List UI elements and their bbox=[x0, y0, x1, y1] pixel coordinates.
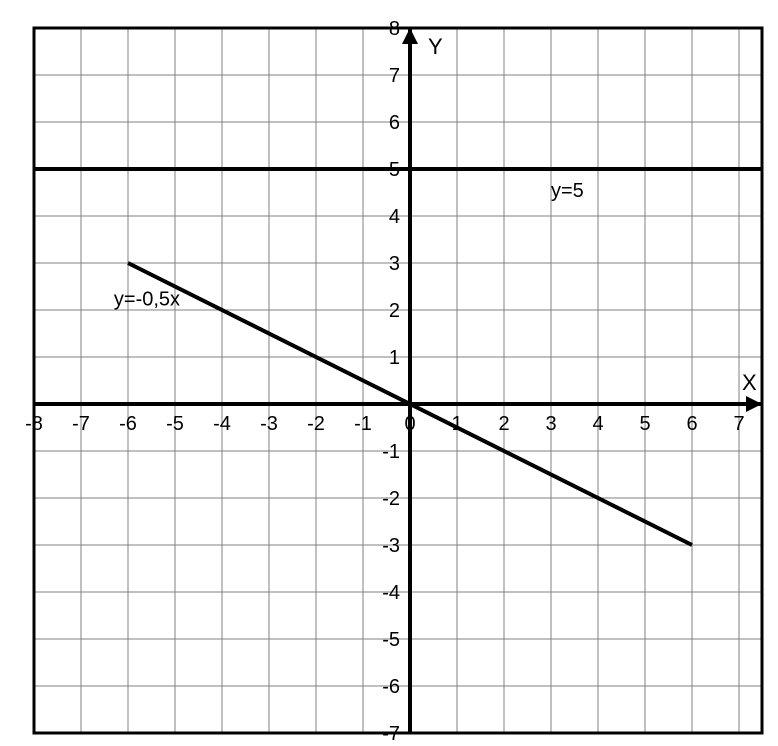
x-axis-arrow-icon bbox=[746, 396, 762, 412]
x-tick-label: -1 bbox=[354, 413, 372, 435]
x-tick-label: 7 bbox=[733, 413, 744, 435]
x-tick-label: -5 bbox=[166, 413, 184, 435]
x-tick-label: 5 bbox=[639, 413, 650, 435]
y-tick-label: -7 bbox=[382, 723, 400, 745]
y-tick-label: 6 bbox=[389, 112, 400, 134]
y-tick-label: -1 bbox=[382, 441, 400, 463]
chart-svg: y=5y=-0,5x-8-7-6-5-4-3-2-101234567-7-6-5… bbox=[0, 0, 778, 746]
y-tick-label: 7 bbox=[389, 65, 400, 87]
x-tick-label: 0 bbox=[404, 413, 415, 435]
x-tick-label: -4 bbox=[213, 413, 231, 435]
line-label-0: y=5 bbox=[551, 180, 584, 202]
y-tick-label: -3 bbox=[382, 535, 400, 557]
x-axis-label: X bbox=[742, 370, 757, 395]
line-label-1: y=-0,5x bbox=[114, 288, 180, 310]
y-tick-label: 1 bbox=[389, 347, 400, 369]
x-tick-label: -7 bbox=[72, 413, 90, 435]
x-tick-label: 3 bbox=[545, 413, 556, 435]
y-tick-label: 3 bbox=[389, 253, 400, 275]
y-tick-label: -4 bbox=[382, 582, 400, 604]
x-tick-label: -6 bbox=[119, 413, 137, 435]
y-tick-label: 5 bbox=[389, 159, 400, 181]
x-tick-label: -8 bbox=[25, 413, 43, 435]
y-axis-label: Y bbox=[428, 34, 443, 59]
y-tick-label: 8 bbox=[389, 18, 400, 40]
x-tick-label: 1 bbox=[451, 413, 462, 435]
y-tick-label: -2 bbox=[382, 488, 400, 510]
y-tick-label: -5 bbox=[382, 629, 400, 651]
x-tick-label: -2 bbox=[307, 413, 325, 435]
y-tick-label: 2 bbox=[389, 300, 400, 322]
x-tick-label: 6 bbox=[686, 413, 697, 435]
x-tick-label: -3 bbox=[260, 413, 278, 435]
x-tick-label: 4 bbox=[592, 413, 603, 435]
y-tick-label: -6 bbox=[382, 676, 400, 698]
chart-container: y=5y=-0,5x-8-7-6-5-4-3-2-101234567-7-6-5… bbox=[0, 0, 778, 746]
y-tick-label: 4 bbox=[389, 206, 400, 228]
x-tick-label: 2 bbox=[498, 413, 509, 435]
y-axis-arrow-icon bbox=[402, 28, 418, 44]
